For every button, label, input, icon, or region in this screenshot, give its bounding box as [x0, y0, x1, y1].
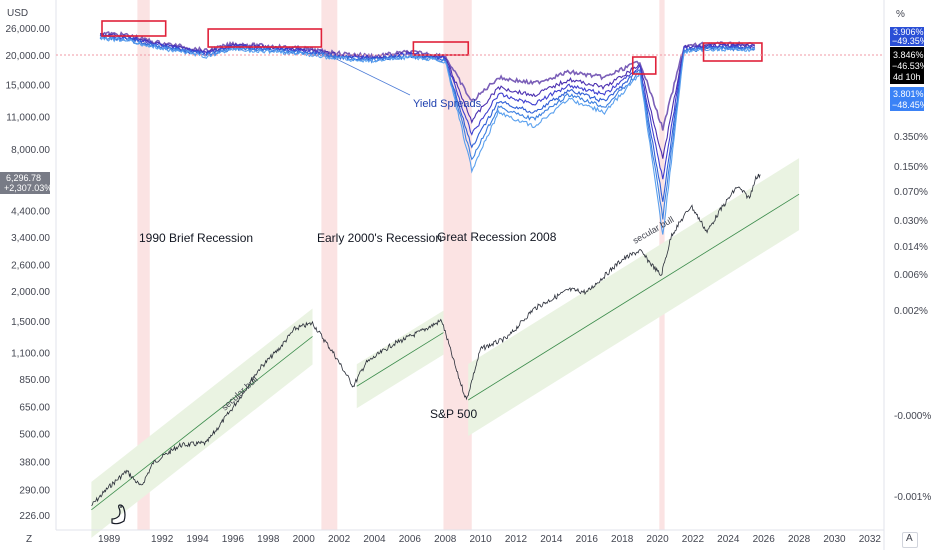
right-axis-tick: 0.350%: [894, 132, 928, 143]
highlight-box: [631, 56, 657, 75]
left-axis-tick: 2,000.00: [11, 287, 50, 298]
recession-band: [443, 0, 472, 530]
time-axis-tick: 2012: [505, 534, 528, 545]
left-axis-tick: 11,000.00: [6, 112, 50, 123]
time-axis-tick: 2028: [788, 534, 811, 545]
right-axis-tick: 0.070%: [894, 187, 928, 198]
left-axis-tick: 1,100.00: [11, 349, 50, 360]
left-axis-tick: 2,600.00: [11, 260, 50, 271]
time-axis-tick: 1996: [222, 534, 245, 545]
highlight-box: [702, 42, 763, 62]
right-price-tag-2: 3.846% −46.53% 4d 10h: [890, 47, 928, 84]
time-axis-tick: 2000: [293, 534, 316, 545]
time-axis-tick: 1994: [186, 534, 209, 545]
left-axis-tick: 8,000.00: [11, 145, 50, 156]
left-axis-tick: 226.00: [19, 511, 50, 522]
annotation-sp500: S&P 500: [430, 407, 477, 421]
time-axis-tick: 2002: [328, 534, 351, 545]
annotation-2000s-recession: Early 2000's Recession: [317, 231, 442, 245]
yield-spread-line: [100, 34, 756, 202]
time-axis-tick: 2026: [753, 534, 776, 545]
yield-spread-line: [100, 31, 755, 131]
yield-spread-line: [99, 36, 756, 235]
time-axis-tick: 2010: [469, 534, 492, 545]
left-axis-tick: 850.00: [19, 375, 50, 386]
auto-scale-label[interactable]: A: [906, 533, 913, 544]
right-tag-2-change: −46.53%: [892, 61, 928, 71]
left-axis-tick: 1,500.00: [11, 317, 50, 328]
highlight-box: [207, 28, 323, 48]
left-price-tag-value: 6,296.78: [6, 173, 41, 183]
secular-bull-channel-current-line: [468, 193, 800, 401]
recovery-channel-2000s-line: [356, 332, 444, 387]
time-axis-tick: 2030: [823, 534, 846, 545]
right-tag-3-change: −48.45%: [892, 100, 928, 110]
time-axis-tick: 2008: [434, 534, 457, 545]
trend-channels: [91, 158, 800, 538]
left-axis-tick: 26,000.00: [6, 24, 51, 35]
yield-spread-lines: [99, 31, 756, 235]
time-axis-tick: 2014: [540, 534, 563, 545]
recession-band: [137, 0, 150, 530]
left-price-tag-change: +2,307.03%: [4, 183, 52, 193]
right-tag-3-value: 3.801%: [893, 89, 924, 99]
time-axis-tick: 2018: [611, 534, 634, 545]
time-axis-tick: 2004: [363, 534, 386, 545]
time-axis-tick: 2024: [717, 534, 740, 545]
right-axis-tick: 0.002%: [894, 306, 928, 317]
right-axis-tick: 0.150%: [894, 162, 928, 173]
left-price-tag: 6,296.78 +2,307.03%: [0, 172, 52, 194]
highlight-box: [101, 20, 167, 37]
time-axis-tick: 2020: [646, 534, 669, 545]
right-tag-1-change: −49.35%: [892, 36, 928, 46]
left-price-axis[interactable]: 26,000.00 20,000.00 15,000.00 11,000.00 8,00…: [6, 24, 51, 522]
highlight-boxes: [101, 20, 763, 75]
yield-spread-pointer: [317, 49, 411, 96]
right-axis-tick: 0.014%: [894, 242, 928, 253]
right-tag-1-value: 3.906%: [893, 27, 924, 37]
right-price-tag-3: 3.801% −48.45%: [890, 87, 928, 111]
right-price-tag-1: 3.906% −49.35%: [890, 27, 928, 46]
time-axis-tick: 2006: [399, 534, 422, 545]
usd-label: USD: [7, 8, 29, 19]
left-axis-tick: 290.00: [19, 485, 50, 496]
right-axis-tick: -0.001%: [894, 492, 931, 503]
right-percent-axis[interactable]: 0.350% 0.150% 0.070% 0.030% 0.014% 0.006% 0.00…: [894, 132, 931, 503]
time-axis-tick: 2016: [576, 534, 599, 545]
time-axis[interactable]: 1989 1992 1994 1996 1998 2000 2002 2004 2006 2008…: [98, 534, 881, 545]
left-axis-tick: 650.00: [19, 403, 50, 414]
secular-bull-channel-1990s-line: [91, 336, 313, 511]
recession-band: [321, 0, 338, 530]
left-axis-tick: 380.00: [19, 458, 50, 469]
annotation-1990-recession: 1990 Brief Recession: [139, 231, 253, 245]
time-axis-tick: 2022: [682, 534, 705, 545]
left-axis-tick: 20,000.00: [6, 51, 51, 62]
sp500-series: [91, 173, 761, 506]
left-axis-tick: 500.00: [19, 430, 50, 441]
tradingview-logo-icon: [111, 504, 126, 525]
right-tag-2-value: 3.846%: [893, 50, 924, 60]
left-axis-tick: 4,400.00: [11, 206, 50, 217]
auto-scale-toggle[interactable]: [902, 532, 918, 548]
sp500-line: [91, 173, 761, 506]
zoom-label[interactable]: Z: [26, 534, 33, 545]
time-axis-tick: 1989: [98, 534, 121, 545]
recession-bands: [137, 0, 665, 530]
percent-unit-label: %: [896, 9, 905, 20]
right-axis-tick: 0.030%: [894, 216, 928, 227]
annotation-great-recession: Great Recession 2008: [437, 230, 557, 244]
time-axis-tick: 2032: [859, 534, 882, 545]
left-axis-tick: 3,400.00: [11, 233, 50, 244]
time-axis-tick: 1998: [257, 534, 280, 545]
right-tag-2-countdown: 4d 10h: [893, 72, 921, 82]
annotation-yield-spreads: Yield Spreads: [413, 98, 482, 110]
right-axis-tick: 0.006%: [894, 270, 928, 281]
right-axis-tick: -0.000%: [894, 411, 931, 422]
time-axis-tick: 1992: [151, 534, 174, 545]
left-axis-tick: 15,000.00: [6, 80, 51, 91]
